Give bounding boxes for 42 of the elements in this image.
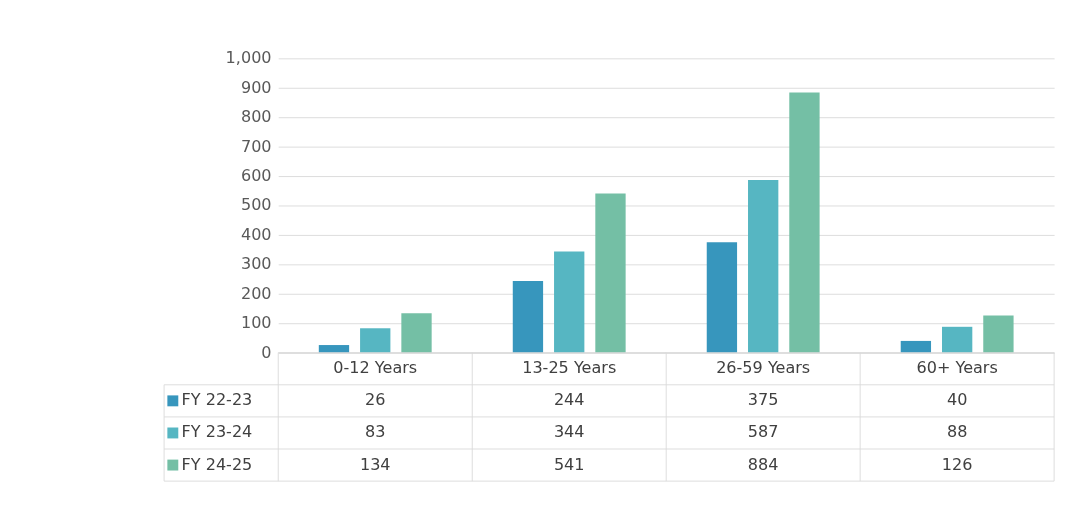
- bar: [983, 315, 1014, 353]
- x-tick-label: 0-12 Years: [333, 358, 418, 378]
- x-tick-label: 26-59 Years: [716, 358, 811, 378]
- data-label: 134: [359, 454, 391, 474]
- legend-label: FY 24-25: [181, 454, 253, 474]
- y-tick-label: 500: [240, 195, 272, 215]
- y-tick-label: 200: [240, 283, 272, 303]
- legend-label: FY 23-24: [181, 422, 253, 442]
- y-tick-label: 900: [240, 77, 272, 97]
- data-label: 40: [946, 390, 968, 410]
- data-label: 344: [553, 422, 585, 442]
- bar: [789, 92, 820, 353]
- bar: [595, 193, 626, 353]
- data-label: 375: [747, 390, 779, 410]
- bar: [748, 179, 779, 353]
- data-label: 26: [365, 390, 386, 410]
- bar: [360, 328, 391, 353]
- legend-label: FY 22-23: [181, 390, 253, 410]
- bar: [401, 313, 432, 353]
- y-tick-label: 1,000: [225, 48, 272, 68]
- data-label: 884: [747, 454, 779, 474]
- x-tick-label: 60+ Years: [916, 358, 998, 378]
- y-tick-label: 0: [261, 342, 272, 362]
- data-label: 244: [553, 390, 585, 410]
- x-tick-label: 13-25 Years: [522, 358, 617, 378]
- bar: [318, 345, 350, 353]
- data-label: 541: [553, 454, 585, 474]
- data-label: 88: [946, 422, 968, 442]
- bar: [554, 251, 585, 353]
- y-tick-label: 300: [240, 254, 272, 274]
- y-tick-label: 800: [240, 107, 272, 127]
- data-label: 83: [365, 422, 386, 442]
- bar: [706, 242, 738, 353]
- y-tick-label: 400: [240, 224, 272, 244]
- bar: [900, 340, 932, 353]
- bar: [512, 280, 544, 353]
- data-label: 126: [941, 454, 973, 474]
- y-tick-label: 600: [240, 166, 272, 186]
- y-tick-label: 100: [240, 313, 272, 333]
- y-tick-label: 700: [240, 136, 272, 156]
- bar: [941, 326, 973, 353]
- data-label: 587: [747, 422, 779, 442]
